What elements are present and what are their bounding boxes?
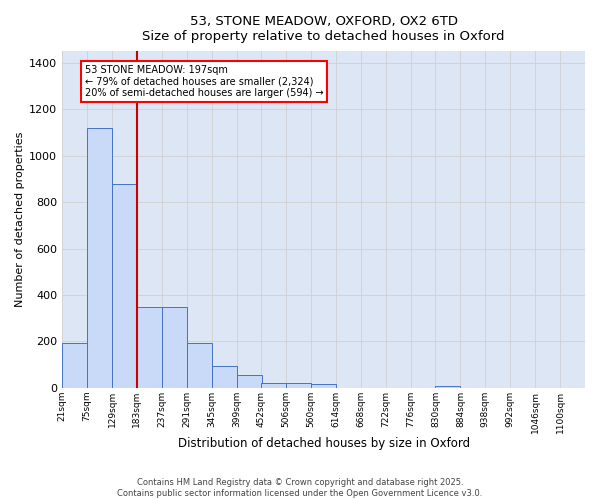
Bar: [286, 384, 311, 388]
Text: Contains HM Land Registry data © Crown copyright and database right 2025.
Contai: Contains HM Land Registry data © Crown c…: [118, 478, 482, 498]
Bar: [62, 342, 87, 388]
Bar: [311, 384, 336, 388]
Bar: [212, 366, 236, 388]
Bar: [261, 383, 286, 388]
Y-axis label: Number of detached properties: Number of detached properties: [15, 132, 25, 307]
Bar: [137, 306, 162, 388]
Bar: [236, 374, 262, 388]
X-axis label: Distribution of detached houses by size in Oxford: Distribution of detached houses by size …: [178, 437, 470, 450]
Bar: [436, 386, 460, 388]
Text: 53 STONE MEADOW: 197sqm
← 79% of detached houses are smaller (2,324)
20% of semi: 53 STONE MEADOW: 197sqm ← 79% of detache…: [85, 65, 323, 98]
Bar: [162, 306, 187, 388]
Bar: [87, 128, 112, 388]
Bar: [112, 184, 137, 388]
Bar: [187, 342, 212, 388]
Title: 53, STONE MEADOW, OXFORD, OX2 6TD
Size of property relative to detached houses i: 53, STONE MEADOW, OXFORD, OX2 6TD Size o…: [142, 15, 505, 43]
